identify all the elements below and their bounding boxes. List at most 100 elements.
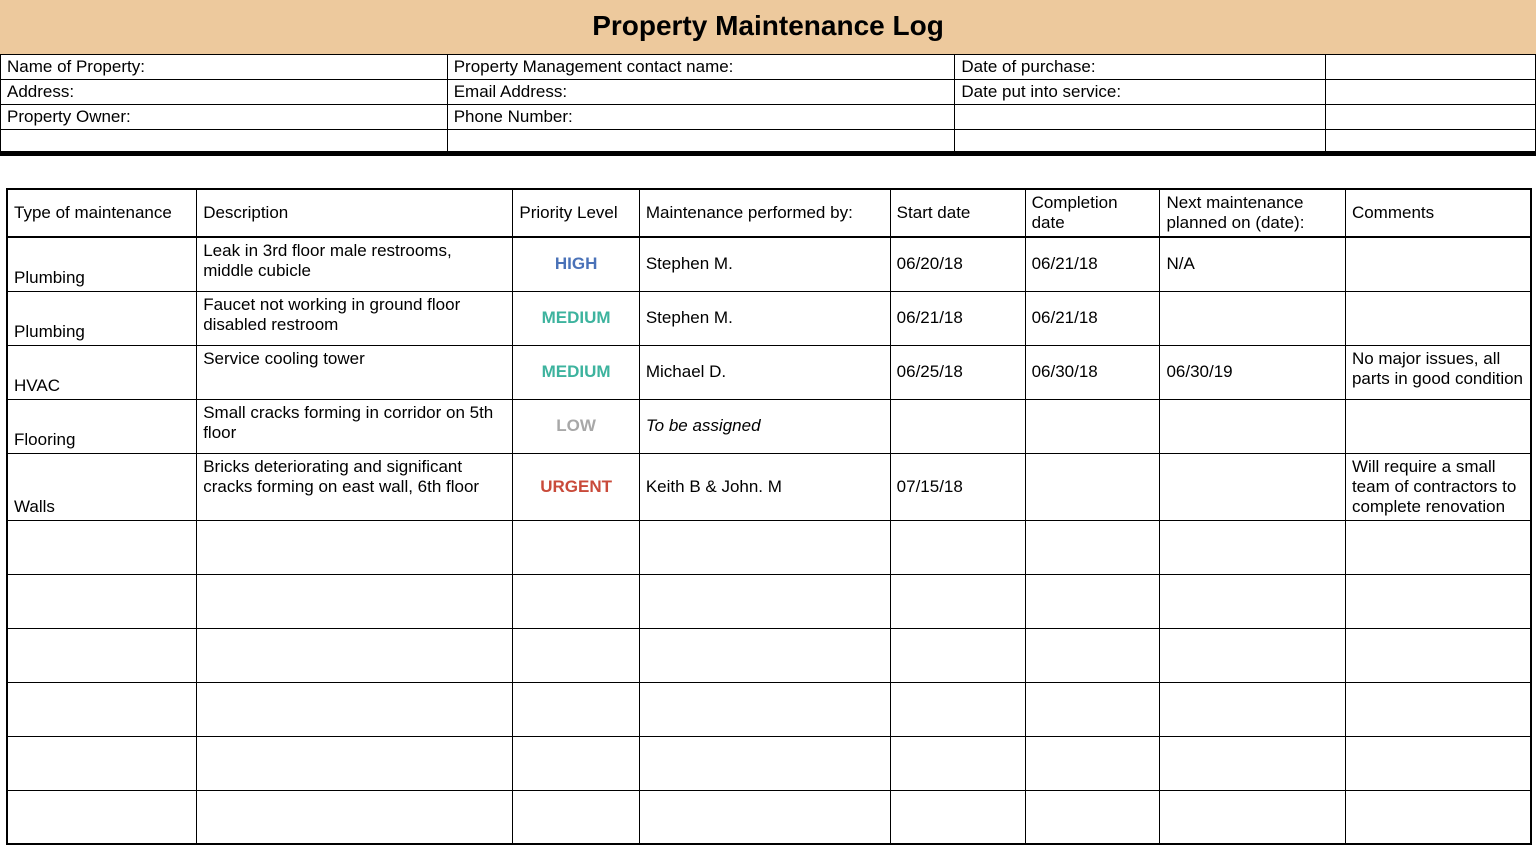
- cell-start-date[interactable]: 07/15/18: [890, 453, 1025, 520]
- cell-description[interactable]: [197, 520, 513, 574]
- cell-type[interactable]: [7, 682, 197, 736]
- cell-next-maintenance[interactable]: [1160, 736, 1345, 790]
- cell-type[interactable]: Plumbing: [7, 237, 197, 291]
- cell-completion-date[interactable]: 06/30/18: [1025, 345, 1160, 399]
- cell-description[interactable]: Service cooling tower: [197, 345, 513, 399]
- info-blank-3[interactable]: [955, 105, 1326, 130]
- cell-completion-date[interactable]: [1025, 520, 1160, 574]
- cell-comments[interactable]: [1345, 520, 1531, 574]
- cell-type[interactable]: Walls: [7, 453, 197, 520]
- info-contact-name[interactable]: Property Management contact name:: [447, 55, 955, 80]
- cell-type[interactable]: Flooring: [7, 399, 197, 453]
- cell-priority[interactable]: HIGH: [513, 237, 639, 291]
- cell-description[interactable]: Small cracks forming in corridor on 5th …: [197, 399, 513, 453]
- info-date-service[interactable]: Date put into service:: [955, 80, 1326, 105]
- cell-comments[interactable]: [1345, 574, 1531, 628]
- cell-start-date[interactable]: [890, 520, 1025, 574]
- cell-comments[interactable]: [1345, 628, 1531, 682]
- info-blank-1[interactable]: [1326, 55, 1536, 80]
- cell-comments[interactable]: [1345, 736, 1531, 790]
- cell-next-maintenance[interactable]: [1160, 291, 1345, 345]
- cell-priority[interactable]: URGENT: [513, 453, 639, 520]
- cell-performed-by[interactable]: [639, 628, 890, 682]
- info-blank-5[interactable]: [1, 130, 448, 152]
- cell-next-maintenance[interactable]: [1160, 399, 1345, 453]
- cell-description[interactable]: [197, 574, 513, 628]
- cell-priority[interactable]: LOW: [513, 399, 639, 453]
- info-owner[interactable]: Property Owner:: [1, 105, 448, 130]
- cell-performed-by[interactable]: To be assigned: [639, 399, 890, 453]
- cell-priority[interactable]: [513, 628, 639, 682]
- cell-description[interactable]: [197, 790, 513, 844]
- cell-type[interactable]: HVAC: [7, 345, 197, 399]
- cell-type[interactable]: Plumbing: [7, 291, 197, 345]
- cell-comments[interactable]: [1345, 237, 1531, 291]
- cell-priority[interactable]: [513, 682, 639, 736]
- cell-type[interactable]: [7, 736, 197, 790]
- cell-completion-date[interactable]: [1025, 790, 1160, 844]
- cell-description[interactable]: Bricks deteriorating and significant cra…: [197, 453, 513, 520]
- cell-performed-by[interactable]: [639, 682, 890, 736]
- cell-next-maintenance[interactable]: [1160, 520, 1345, 574]
- cell-description[interactable]: Faucet not working in ground floor disab…: [197, 291, 513, 345]
- cell-completion-date[interactable]: [1025, 574, 1160, 628]
- info-email[interactable]: Email Address:: [447, 80, 955, 105]
- cell-completion-date[interactable]: [1025, 682, 1160, 736]
- cell-start-date[interactable]: [890, 399, 1025, 453]
- cell-performed-by[interactable]: Michael D.: [639, 345, 890, 399]
- cell-priority[interactable]: [513, 790, 639, 844]
- cell-description[interactable]: [197, 682, 513, 736]
- cell-next-maintenance[interactable]: 06/30/19: [1160, 345, 1345, 399]
- cell-start-date[interactable]: 06/20/18: [890, 237, 1025, 291]
- cell-next-maintenance[interactable]: [1160, 682, 1345, 736]
- info-blank-7[interactable]: [955, 130, 1326, 152]
- cell-start-date[interactable]: 06/21/18: [890, 291, 1025, 345]
- cell-description[interactable]: Leak in 3rd floor male restrooms, middle…: [197, 237, 513, 291]
- cell-completion-date[interactable]: [1025, 736, 1160, 790]
- cell-next-maintenance[interactable]: [1160, 790, 1345, 844]
- cell-next-maintenance[interactable]: N/A: [1160, 237, 1345, 291]
- cell-comments[interactable]: [1345, 399, 1531, 453]
- cell-comments[interactable]: [1345, 291, 1531, 345]
- cell-performed-by[interactable]: Stephen M.: [639, 291, 890, 345]
- cell-completion-date[interactable]: [1025, 453, 1160, 520]
- cell-completion-date[interactable]: 06/21/18: [1025, 237, 1160, 291]
- info-address[interactable]: Address:: [1, 80, 448, 105]
- cell-comments[interactable]: Will require a small team of contractors…: [1345, 453, 1531, 520]
- info-blank-8[interactable]: [1326, 130, 1536, 152]
- cell-performed-by[interactable]: [639, 790, 890, 844]
- info-date-purchase[interactable]: Date of purchase:: [955, 55, 1326, 80]
- cell-priority[interactable]: [513, 736, 639, 790]
- cell-start-date[interactable]: 06/25/18: [890, 345, 1025, 399]
- cell-priority[interactable]: MEDIUM: [513, 345, 639, 399]
- cell-type[interactable]: [7, 520, 197, 574]
- cell-comments[interactable]: No major issues, all parts in good condi…: [1345, 345, 1531, 399]
- cell-performed-by[interactable]: Stephen M.: [639, 237, 890, 291]
- cell-type[interactable]: [7, 628, 197, 682]
- cell-start-date[interactable]: [890, 574, 1025, 628]
- cell-comments[interactable]: [1345, 790, 1531, 844]
- cell-completion-date[interactable]: [1025, 399, 1160, 453]
- cell-next-maintenance[interactable]: [1160, 574, 1345, 628]
- cell-next-maintenance[interactable]: [1160, 453, 1345, 520]
- cell-completion-date[interactable]: 06/21/18: [1025, 291, 1160, 345]
- cell-type[interactable]: [7, 790, 197, 844]
- cell-comments[interactable]: [1345, 682, 1531, 736]
- cell-start-date[interactable]: [890, 628, 1025, 682]
- cell-completion-date[interactable]: [1025, 628, 1160, 682]
- cell-start-date[interactable]: [890, 790, 1025, 844]
- cell-type[interactable]: [7, 574, 197, 628]
- cell-priority[interactable]: MEDIUM: [513, 291, 639, 345]
- cell-priority[interactable]: [513, 520, 639, 574]
- cell-performed-by[interactable]: [639, 520, 890, 574]
- info-blank-4[interactable]: [1326, 105, 1536, 130]
- cell-next-maintenance[interactable]: [1160, 628, 1345, 682]
- cell-priority[interactable]: [513, 574, 639, 628]
- info-phone[interactable]: Phone Number:: [447, 105, 955, 130]
- cell-description[interactable]: [197, 736, 513, 790]
- cell-start-date[interactable]: [890, 682, 1025, 736]
- cell-performed-by[interactable]: [639, 574, 890, 628]
- cell-start-date[interactable]: [890, 736, 1025, 790]
- info-blank-6[interactable]: [447, 130, 955, 152]
- info-blank-2[interactable]: [1326, 80, 1536, 105]
